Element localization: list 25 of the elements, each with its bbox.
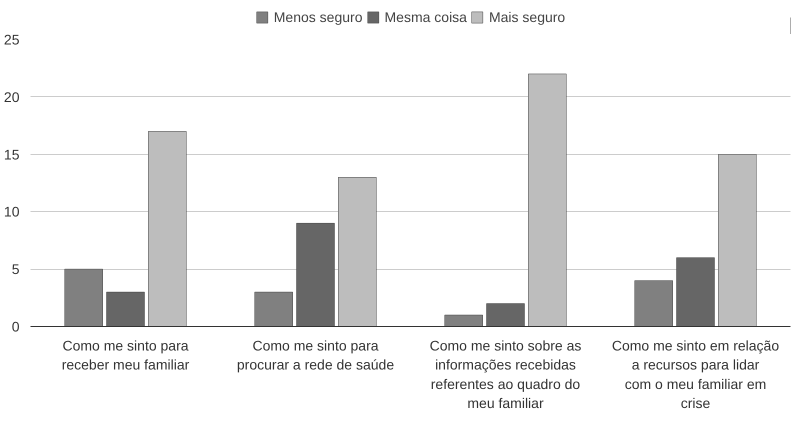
legend-label: Menos seguro (274, 9, 362, 25)
y-tick-label: 0 (12, 318, 20, 334)
bar (528, 74, 567, 326)
bar (718, 154, 757, 326)
bar (486, 303, 525, 326)
x-tick-label: Como me sinto para procurar a rede de saúde (236, 338, 394, 373)
bar (64, 268, 103, 326)
bar (148, 131, 187, 326)
legend-label: Mais seguro (488, 9, 566, 25)
x-tick-label: Como me sinto em relação a recursos para lidar com o meu familiar em crise (612, 338, 780, 412)
y-tick-label: 25 (4, 32, 20, 48)
x-tick-label: Como me sinto sobre as informações recebidas referentes ao quadro do meu familiar (430, 338, 582, 412)
y-tick-label: 5 (12, 261, 20, 278)
bar (254, 292, 293, 326)
bar (676, 257, 715, 326)
bar (444, 314, 483, 326)
legend-label: Mesma coisa (384, 9, 467, 25)
y-tick-label: 15 (4, 146, 20, 162)
bar (296, 222, 335, 326)
bar (634, 280, 673, 326)
y-tick-label: 10 (4, 204, 20, 220)
y-tick-label: 20 (4, 88, 20, 105)
bar (338, 177, 377, 326)
bar (106, 292, 145, 326)
x-tick-label: Como me sinto para receber meu familiar (62, 338, 190, 373)
